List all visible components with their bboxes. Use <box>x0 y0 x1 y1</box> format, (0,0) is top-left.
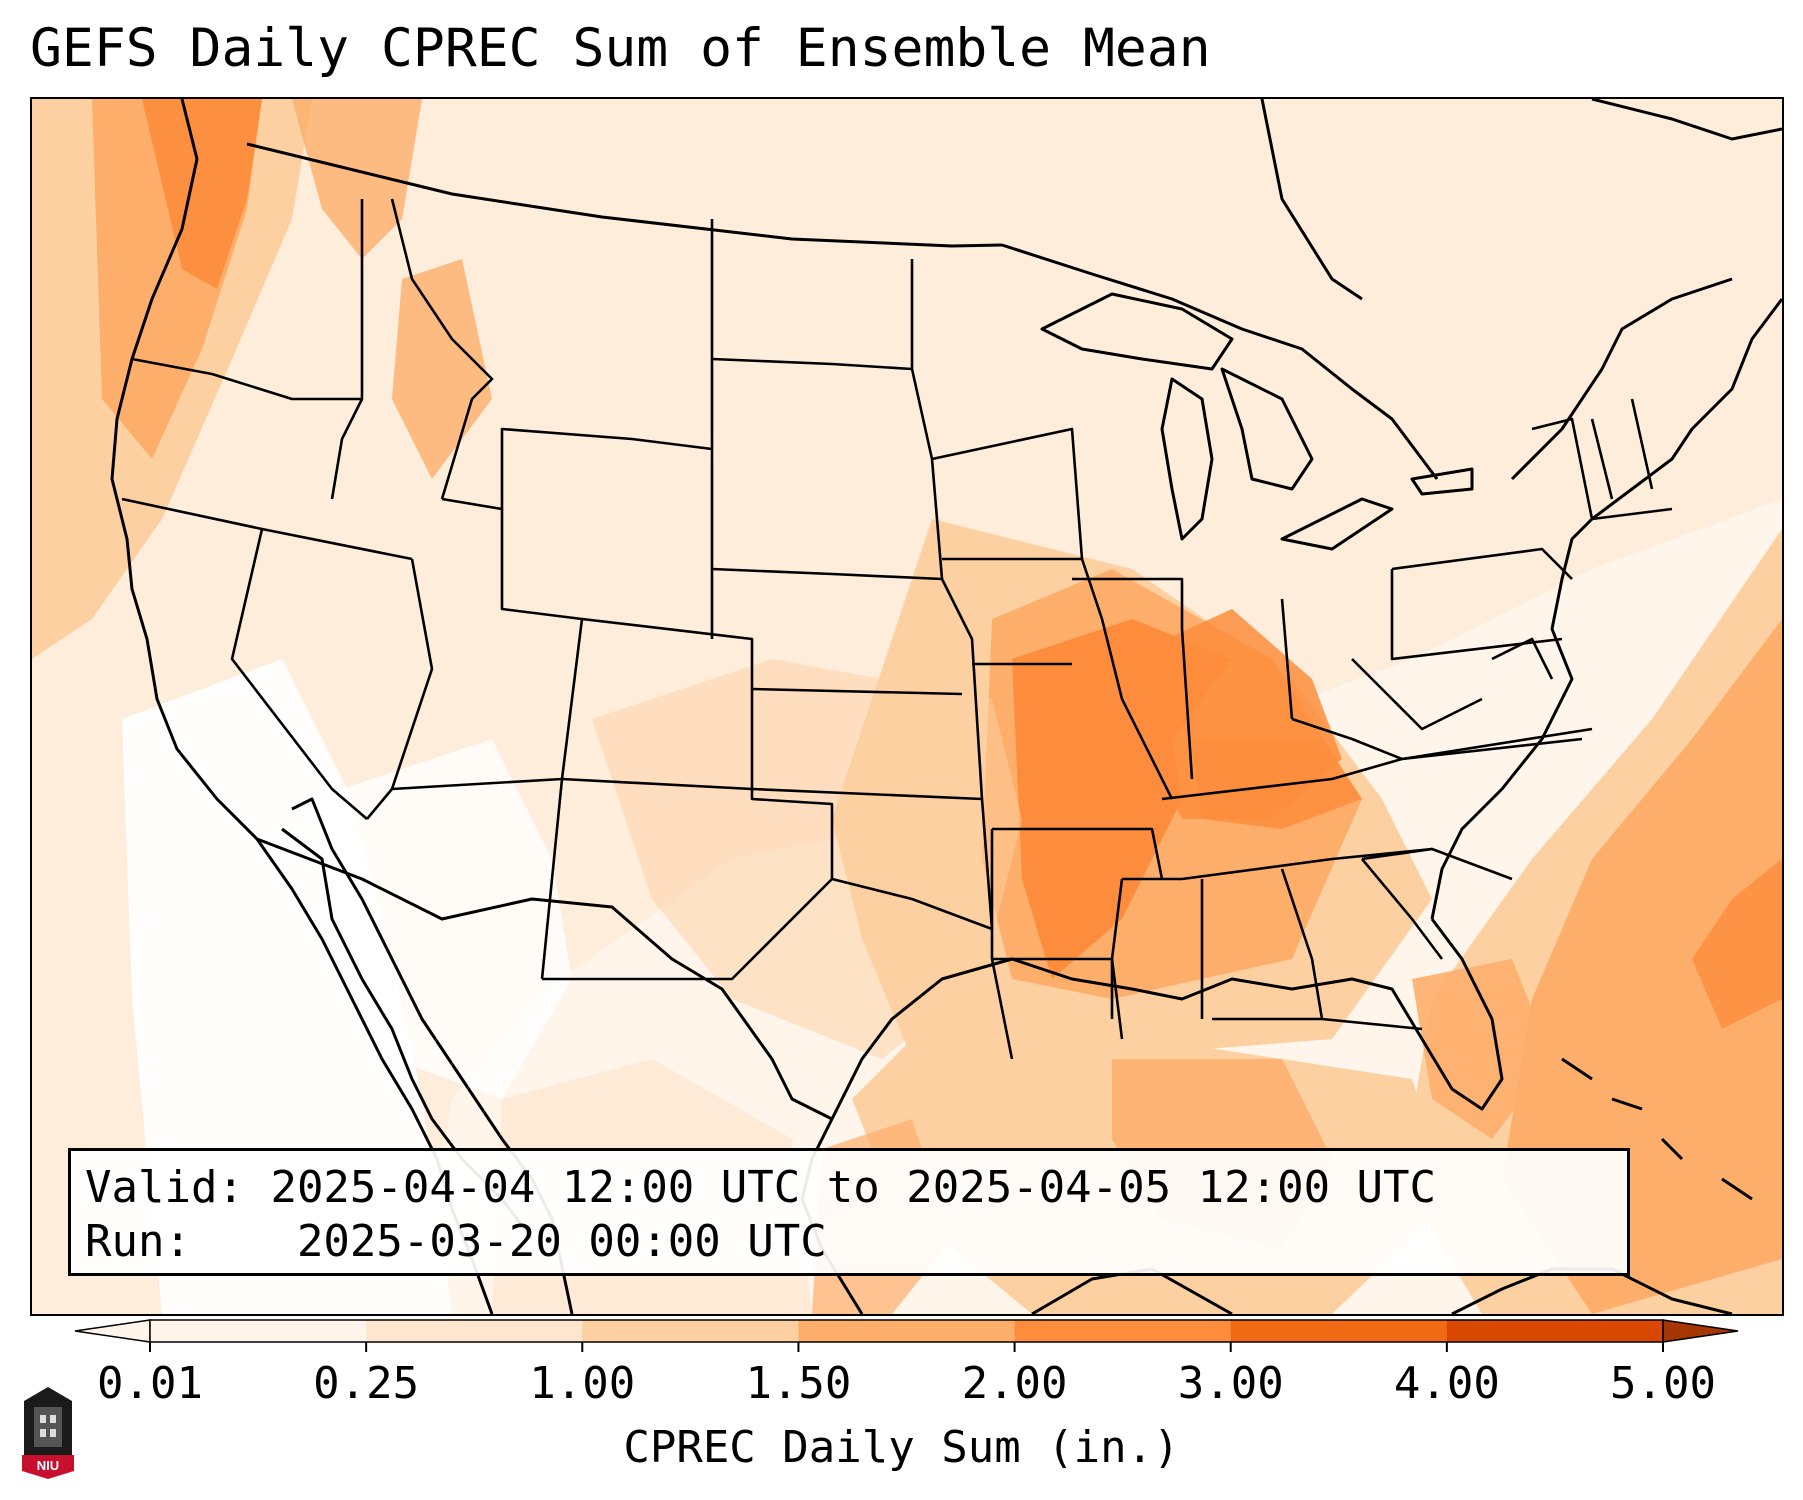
east-coast <box>1430 298 1782 920</box>
valid-value: 2025-04-04 12:00 UTC to 2025-04-05 12:00… <box>270 1162 1437 1213</box>
colorbar-outline <box>149 1319 1664 1343</box>
map-panel[interactable] <box>30 97 1784 1316</box>
lake-erie <box>1280 497 1394 551</box>
colorbar-segment <box>1014 1320 1232 1342</box>
colorbar-tick-label: 1.00 <box>529 1358 636 1409</box>
lake-ontario <box>1410 467 1474 496</box>
bahamas <box>1561 1057 1593 1081</box>
lake-huron <box>1220 367 1314 491</box>
colorbar-segment <box>366 1320 583 1342</box>
colorbar-tick-label: 0.01 <box>97 1358 203 1409</box>
logo-text: NIU <box>37 1458 59 1473</box>
colorbar-ticks <box>149 1342 1664 1352</box>
colorbar-tick-label: 3.00 <box>1177 1358 1284 1409</box>
colorbar-extend-high <box>1662 1319 1739 1343</box>
run-label: Run: <box>85 1216 191 1267</box>
us-mexico-border <box>256 837 833 1121</box>
lake-michigan <box>1160 377 1214 541</box>
valid-label: Valid: <box>85 1162 244 1213</box>
colorbar-segment <box>1230 1320 1448 1342</box>
run-value: 2025-03-20 00:00 UTC <box>296 1216 827 1267</box>
niu-logo-icon: NIU <box>22 1387 74 1479</box>
west-coast <box>110 99 494 1314</box>
colorbar-title: CPREC Daily Sum (in.) <box>623 1422 1180 1473</box>
colorbar-tick-label: 4.00 <box>1393 1358 1500 1409</box>
lake-superior <box>1040 292 1234 371</box>
colorbar-segment <box>582 1320 799 1342</box>
colorbar-tick-label: 1.50 <box>745 1358 852 1409</box>
colorbar-extend-low <box>74 1319 151 1343</box>
us-canada-border-ne <box>1510 277 1733 481</box>
state-borders <box>121 198 1673 1060</box>
precip-map <box>32 99 1782 1314</box>
colorbar-tick-label: 2.00 <box>961 1358 1068 1409</box>
colorbar-segments <box>74 1319 1739 1343</box>
us-canada-border-east <box>1001 243 1439 480</box>
colorbar-segment <box>150 1320 367 1342</box>
map-title: GEFS Daily CPREC Sum of Ensemble Mean <box>30 18 1211 79</box>
colorbar-segment <box>798 1320 1016 1342</box>
colorbar-tick-label: 0.25 <box>313 1358 420 1409</box>
colorbar-segment <box>1446 1320 1664 1342</box>
us-canada-border <box>246 142 1003 248</box>
colorbar-tick-label: 5.00 <box>1610 1358 1716 1409</box>
map-lines <box>110 99 1782 1314</box>
valid-run-box: Valid: 2025-04-04 12:00 UTC to 2025-04-0… <box>68 1148 1630 1276</box>
precip-field <box>32 99 1782 1314</box>
gulf-coast <box>830 918 1504 1120</box>
colorbar <box>74 1319 1739 1352</box>
